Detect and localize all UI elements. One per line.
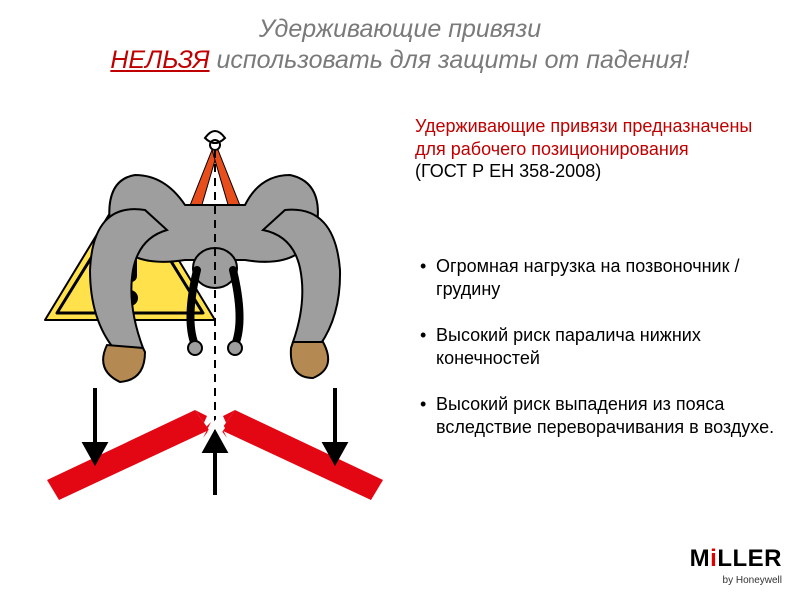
force-arrow-up <box>205 433 225 495</box>
logo-part1: M <box>690 545 711 572</box>
logo-main: MiLLER <box>690 545 782 573</box>
anchor-icon <box>205 131 225 150</box>
logo-part2: LLER <box>717 545 782 572</box>
title-line1: Удерживающие привязи <box>259 15 541 43</box>
description-gost: (ГОСТ Р ЕН 358-2008) <box>415 161 601 181</box>
logo-sub: by Honeywell <box>690 575 782 586</box>
slide: Удерживающие привязи НЕЛЬЗЯ использовать… <box>0 0 800 600</box>
brand-logo: MiLLER by Honeywell <box>690 545 782 586</box>
title-line2-rest: использовать для защиты от падения! <box>210 46 690 74</box>
slide-title: Удерживающие привязи НЕЛЬЗЯ использовать… <box>0 0 800 77</box>
title-warn: НЕЛЬЗЯ <box>110 46 209 74</box>
bullet-item: Огромная нагрузка на позвоночник / груди… <box>420 255 780 302</box>
safety-illustration <box>35 120 395 500</box>
description: Удерживающие привязи предназначены для р… <box>415 115 770 183</box>
bullet-item: Высокий риск выпадения из пояса вследств… <box>420 393 780 440</box>
description-main: Удерживающие привязи предназначены для р… <box>415 116 752 159</box>
risk-bullets: Огромная нагрузка на позвоночник / груди… <box>420 255 780 461</box>
illustration-svg <box>35 120 395 500</box>
bullet-item: Высокий риск паралича нижних конечностей <box>420 324 780 371</box>
